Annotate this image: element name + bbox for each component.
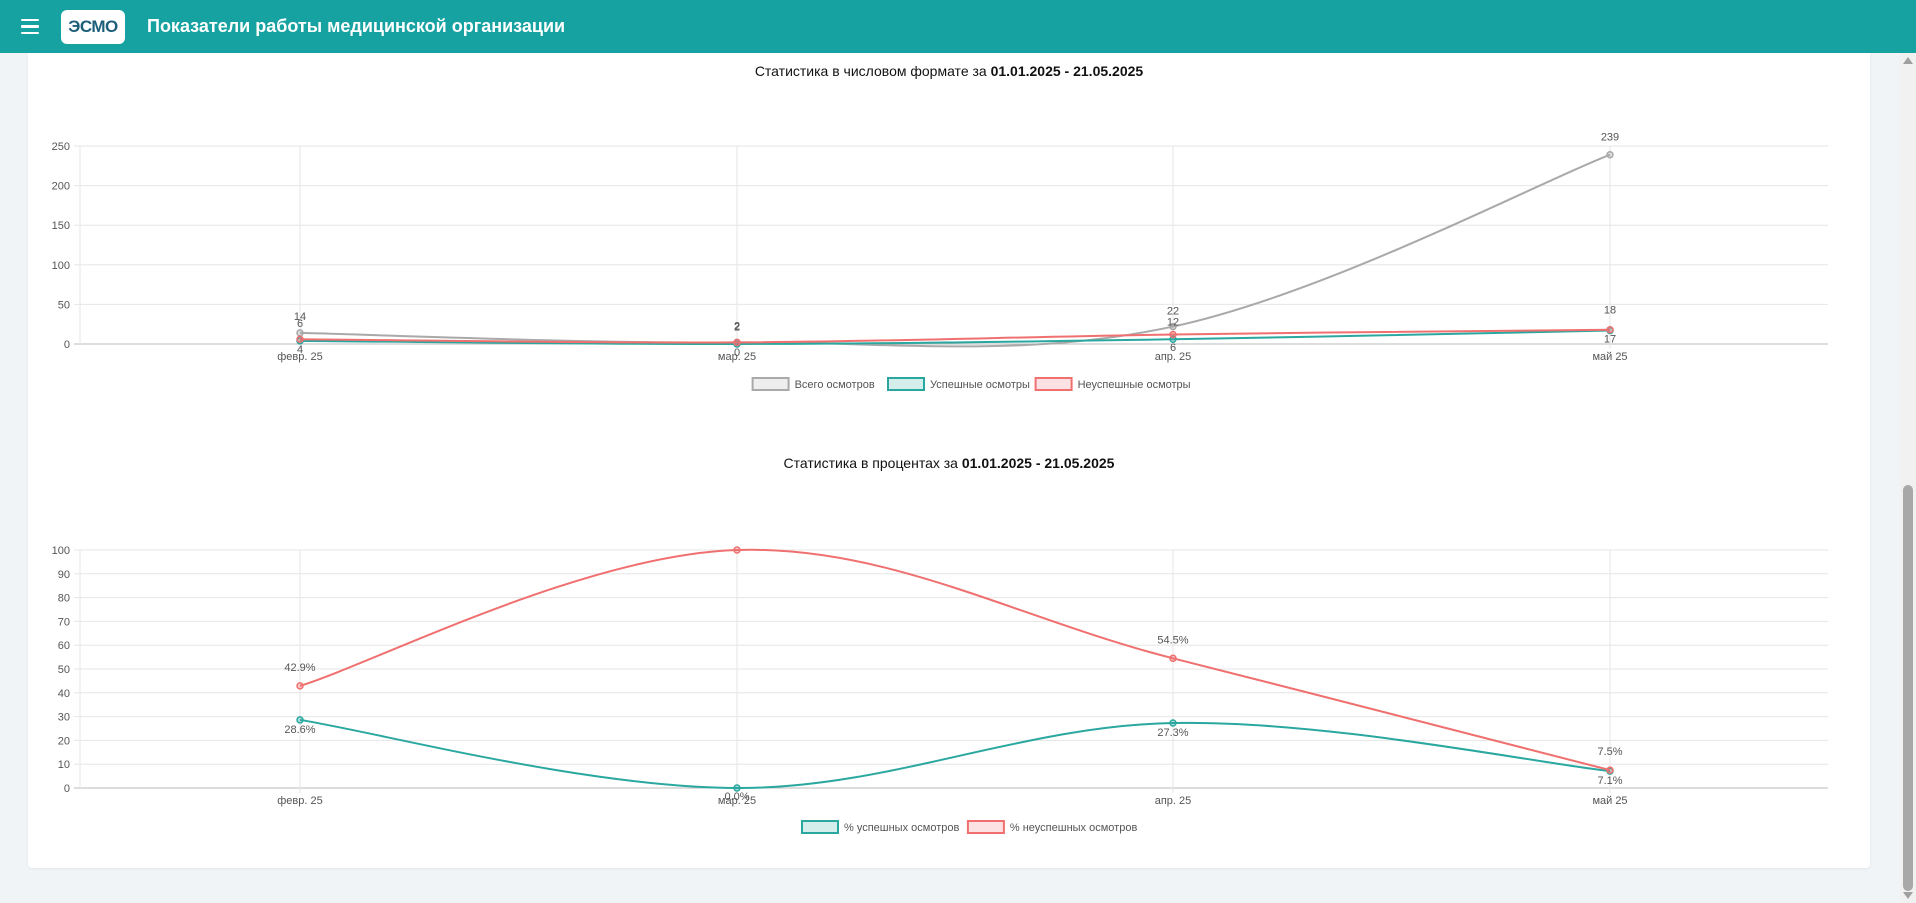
data-label: 7.1% [1597,775,1622,787]
data-label: 22 [1167,306,1179,318]
y-tick-label: 30 [58,712,70,724]
series-line [299,718,1611,790]
x-tick-label: мар. 25 [718,795,756,807]
scroll-down-icon[interactable] [1903,892,1913,899]
data-point [1169,719,1177,727]
data-label: 0.0% [724,791,749,803]
vertical-scrollbar[interactable] [1900,53,1916,903]
data-label: 42.9% [284,662,315,674]
legend-label: Неуспешные осмотры [1078,379,1191,391]
percent-chart-title: Статистика в процентах за 01.01.2025 - 2… [28,455,1870,471]
data-label: 6 [297,318,303,330]
y-tick-label: 0 [64,339,70,351]
numeric-chart-title-prefix: Статистика в числовом формате за [754,63,991,79]
y-tick-label: 200 [52,181,70,193]
data-label: 27.3% [1157,727,1188,739]
y-tick-label: 60 [58,640,70,652]
data-point [733,338,741,347]
legend-swatch [887,377,925,391]
y-tick-label: 0 [64,783,70,795]
data-label: 2 [734,320,740,332]
data-point [296,335,304,343]
y-tick-label: 40 [58,688,70,700]
percent-chart-title-prefix: Статистика в процентах за [783,455,962,471]
y-tick-label: 90 [58,569,70,581]
series-line [299,329,1611,346]
y-tick-label: 50 [58,299,70,311]
data-point [1606,766,1614,774]
y-tick-label: 50 [58,664,70,676]
legend-swatch [801,820,839,834]
x-tick-label: февр. 25 [277,351,322,363]
x-tick-label: май 25 [1592,795,1627,807]
x-tick-label: май 25 [1592,351,1627,363]
y-tick-label: 100 [52,545,70,557]
legend-label: Успешные осмотры [930,379,1030,391]
series-line [299,153,1611,348]
legend-swatch [751,377,790,391]
data-label: 0 [734,347,740,359]
data-label: 12 [1167,316,1179,328]
app-logo[interactable]: ЭСМО [61,9,125,44]
statistics-card: Статистика в числовом формате за 01.01.2… [28,53,1870,868]
data-label: 7.5% [1597,746,1622,758]
data-point [296,329,304,337]
data-label: 2 [734,321,740,333]
data-point [1606,150,1614,159]
x-tick-label: мар. 25 [718,351,756,363]
data-label: 54.5% [1157,634,1188,646]
scroll-thumb[interactable] [1903,485,1913,891]
numeric-chart-title: Статистика в числовом формате за 01.01.2… [28,63,1870,79]
x-tick-label: апр. 25 [1155,351,1192,363]
y-tick-label: 20 [58,735,70,747]
y-tick-label: 250 [52,141,70,153]
data-point [296,682,304,690]
data-label: 239 [1601,132,1619,144]
data-point [1606,325,1614,334]
y-tick-label: 80 [58,593,70,605]
data-point [733,546,741,554]
data-label: 18 [1604,305,1616,317]
percent-chart-period: 01.01.2025 - 21.05.2025 [961,455,1115,471]
data-point [1169,330,1177,339]
percent-line-chart: 0 10 20 30 40 50 60 70 80 90 100 февр. 25 мар. 25 апр… [52,545,1828,834]
legend-swatch [966,820,1005,834]
legend-label: % успешных осмотров [844,822,959,834]
y-tick-label: 70 [58,616,70,628]
scroll-up-icon[interactable] [1903,57,1913,64]
numeric-chart-period: 01.01.2025 - 21.05.2025 [990,63,1144,79]
page-title: Показатели работы медицинской организаци… [147,16,566,36]
data-label: 28.6% [284,724,315,736]
data-point [1169,322,1177,331]
app-header: ЭСМО Показатели работы медицинской орган… [0,0,1916,53]
legend-swatch [1034,377,1073,391]
series-line [299,548,1611,772]
data-label: 6 [1170,342,1176,354]
numeric-line-chart: 0 50 100 150 200 250 февр. 25 мар. 25 апр. 25 май… [52,132,1828,391]
y-tick-label: 150 [52,220,70,232]
data-label: 17 [1604,334,1616,346]
legend-label: % неуспешных осмотров [1010,822,1138,834]
data-label: 14 [294,311,306,323]
y-tick-label: 10 [58,759,70,771]
x-tick-label: апр. 25 [1155,795,1192,807]
data-point [296,716,304,724]
data-point [733,784,741,792]
x-tick-label: февр. 25 [277,795,322,807]
data-point [1169,654,1177,663]
data-label: 4 [297,344,303,356]
series-line [299,328,1611,344]
y-tick-label: 100 [52,260,70,272]
legend-label: Всего осмотров [795,379,875,391]
menu-icon[interactable] [15,12,45,42]
